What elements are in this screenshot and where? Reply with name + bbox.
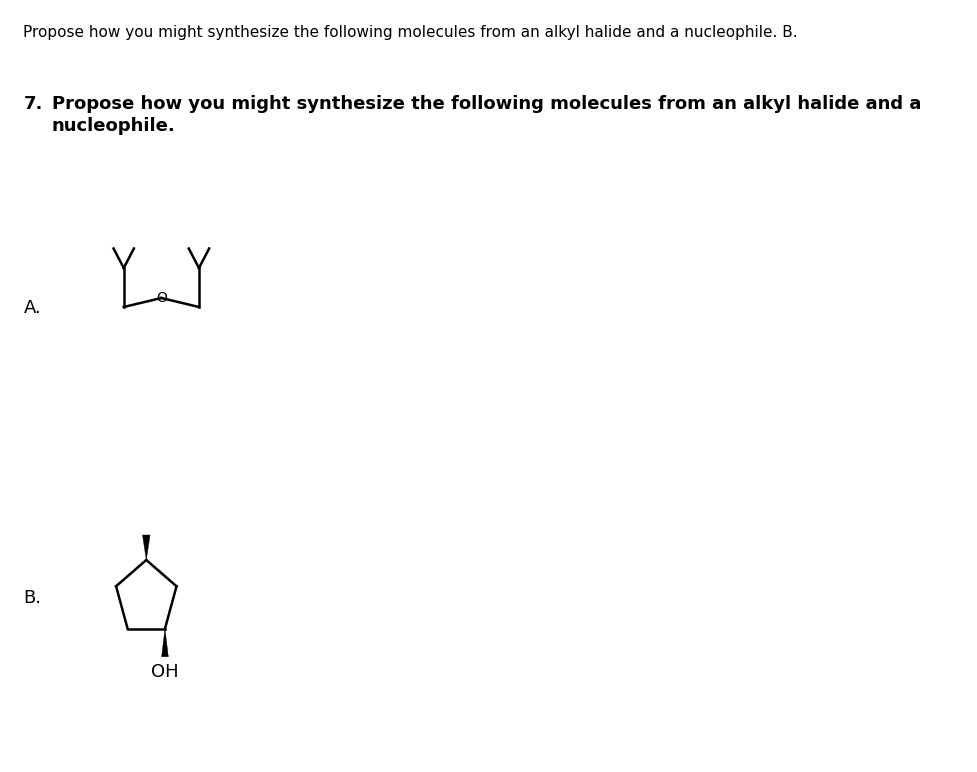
Text: A.: A. (23, 299, 41, 317)
Text: 7.: 7. (23, 95, 43, 113)
Text: OH: OH (151, 662, 179, 681)
Polygon shape (143, 535, 150, 560)
Text: Propose how you might synthesize the following molecules from an alkyl halide an: Propose how you might synthesize the fol… (23, 25, 798, 40)
Text: B.: B. (23, 589, 41, 607)
Text: Propose how you might synthesize the following molecules from an alkyl halide an: Propose how you might synthesize the fol… (52, 95, 921, 113)
Text: O: O (156, 291, 167, 305)
Text: nucleophile.: nucleophile. (52, 117, 176, 135)
Polygon shape (161, 628, 168, 657)
